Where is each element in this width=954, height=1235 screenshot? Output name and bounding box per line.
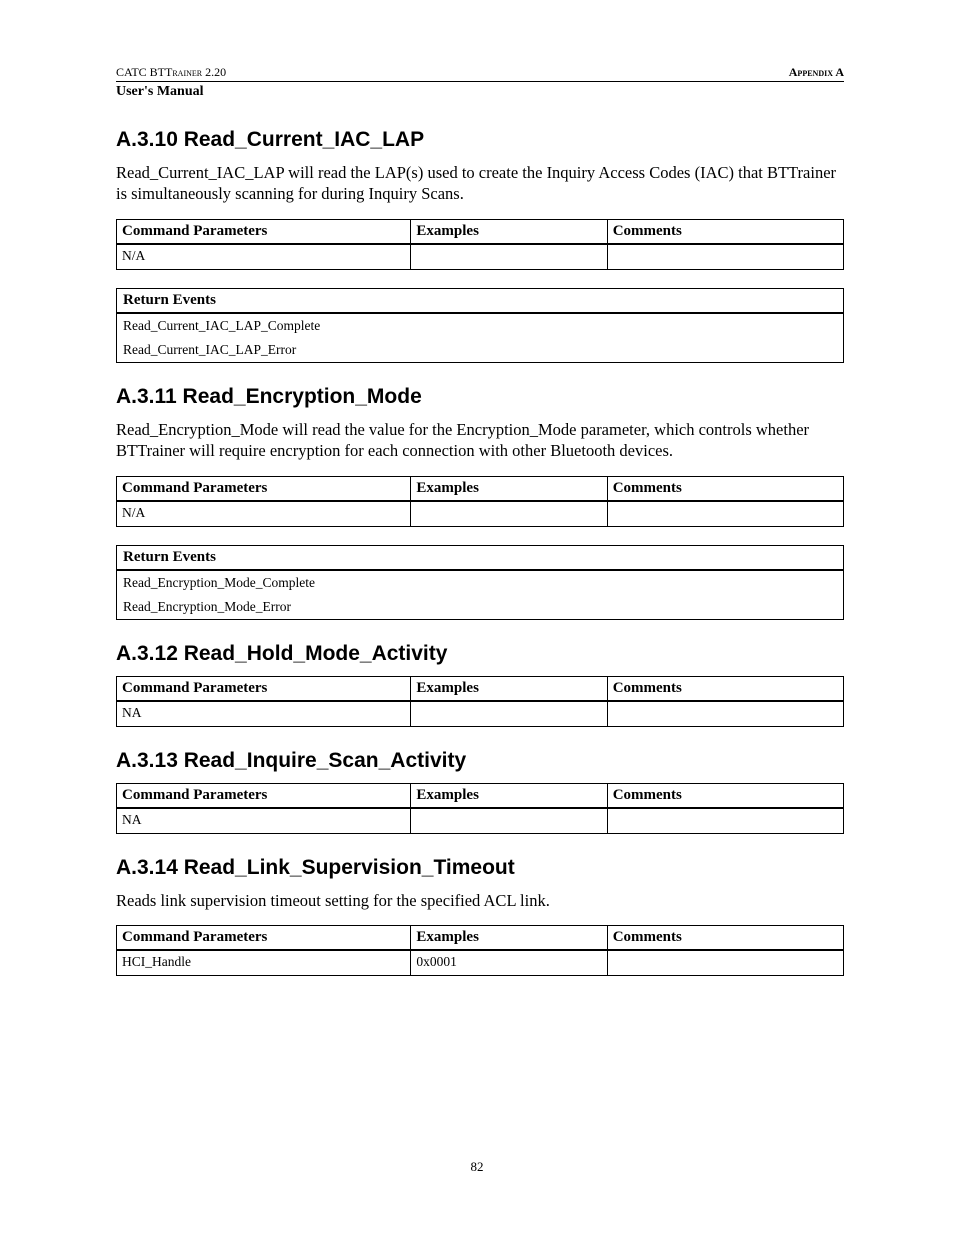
section-body-a310: Read_Current_IAC_LAP will read the LAP(s… [116, 162, 844, 205]
section-heading-a313: A.3.13 Read_Inquire_Scan_Activity [116, 749, 844, 773]
cell-event: Read_Encryption_Mode_Complete [117, 570, 844, 595]
col-header-examples: Examples [411, 476, 607, 501]
table-row: N/A [117, 244, 844, 270]
cell-comment [607, 950, 843, 976]
param-table-a313: Command Parameters Examples Comments NA [116, 783, 844, 834]
col-header-comments: Comments [607, 783, 843, 808]
header-right: Appendix A [789, 65, 844, 80]
table-row: Read_Encryption_Mode_Error [117, 595, 844, 620]
section-body-a311: Read_Encryption_Mode will read the value… [116, 419, 844, 462]
page-number: 82 [0, 1159, 954, 1175]
cell-param: NA [117, 808, 411, 834]
col-header-examples: Examples [411, 219, 607, 244]
cell-event: Read_Current_IAC_LAP_Complete [117, 313, 844, 338]
table-row: Read_Encryption_Mode_Complete [117, 570, 844, 595]
table-header-row: Command Parameters Examples Comments [117, 783, 844, 808]
col-header-comments: Comments [607, 676, 843, 701]
param-table-a311: Command Parameters Examples Comments N/A [116, 476, 844, 527]
cell-event: Read_Encryption_Mode_Error [117, 595, 844, 620]
param-table-a314: Command Parameters Examples Comments HCI… [116, 925, 844, 976]
header-rule [116, 81, 844, 82]
cell-param: HCI_Handle [117, 950, 411, 976]
cell-example [411, 701, 607, 727]
events-table-a311: Return Events Read_Encryption_Mode_Compl… [116, 545, 844, 620]
cell-param: N/A [117, 501, 411, 527]
col-header-params: Command Parameters [117, 476, 411, 501]
col-header-params: Command Parameters [117, 783, 411, 808]
table-row: Read_Current_IAC_LAP_Error [117, 338, 844, 363]
table-header-row: Command Parameters Examples Comments [117, 926, 844, 951]
col-header-examples: Examples [411, 926, 607, 951]
table-row: NA [117, 701, 844, 727]
table-row: NA [117, 808, 844, 834]
col-header-examples: Examples [411, 783, 607, 808]
cell-example [411, 501, 607, 527]
cell-example [411, 808, 607, 834]
col-header-examples: Examples [411, 676, 607, 701]
table-header-row: Return Events [117, 545, 844, 570]
cell-param: NA [117, 701, 411, 727]
param-table-a310: Command Parameters Examples Comments N/A [116, 219, 844, 270]
col-header-params: Command Parameters [117, 926, 411, 951]
table-row: Read_Current_IAC_LAP_Complete [117, 313, 844, 338]
cell-comment [607, 701, 843, 727]
header-left: CATC BTTrainer 2.20 [116, 65, 226, 80]
table-header-row: Command Parameters Examples Comments [117, 476, 844, 501]
section-heading-a312: A.3.12 Read_Hold_Mode_Activity [116, 642, 844, 666]
events-table-a310: Return Events Read_Current_IAC_LAP_Compl… [116, 288, 844, 363]
cell-param: N/A [117, 244, 411, 270]
param-table-a312: Command Parameters Examples Comments NA [116, 676, 844, 727]
section-body-a314: Reads link supervision timeout setting f… [116, 890, 844, 911]
col-header-params: Command Parameters [117, 219, 411, 244]
cell-comment [607, 808, 843, 834]
cell-comment [607, 244, 843, 270]
col-header-return-events: Return Events [117, 545, 844, 570]
table-row: HCI_Handle 0x0001 [117, 950, 844, 976]
col-header-comments: Comments [607, 476, 843, 501]
cell-example: 0x0001 [411, 950, 607, 976]
col-header-return-events: Return Events [117, 288, 844, 313]
col-header-comments: Comments [607, 926, 843, 951]
cell-comment [607, 501, 843, 527]
cell-event: Read_Current_IAC_LAP_Error [117, 338, 844, 363]
section-heading-a310: A.3.10 Read_Current_IAC_LAP [116, 128, 844, 152]
page: CATC BTTrainer 2.20 Appendix A User's Ma… [0, 0, 954, 1235]
table-header-row: Command Parameters Examples Comments [117, 219, 844, 244]
col-header-comments: Comments [607, 219, 843, 244]
section-heading-a314: A.3.14 Read_Link_Supervision_Timeout [116, 856, 844, 880]
table-header-row: Command Parameters Examples Comments [117, 676, 844, 701]
section-heading-a311: A.3.11 Read_Encryption_Mode [116, 385, 844, 409]
table-header-row: Return Events [117, 288, 844, 313]
page-header: CATC BTTrainer 2.20 Appendix A [116, 65, 844, 80]
table-row: N/A [117, 501, 844, 527]
manual-label: User's Manual [116, 84, 844, 100]
col-header-params: Command Parameters [117, 676, 411, 701]
cell-example [411, 244, 607, 270]
